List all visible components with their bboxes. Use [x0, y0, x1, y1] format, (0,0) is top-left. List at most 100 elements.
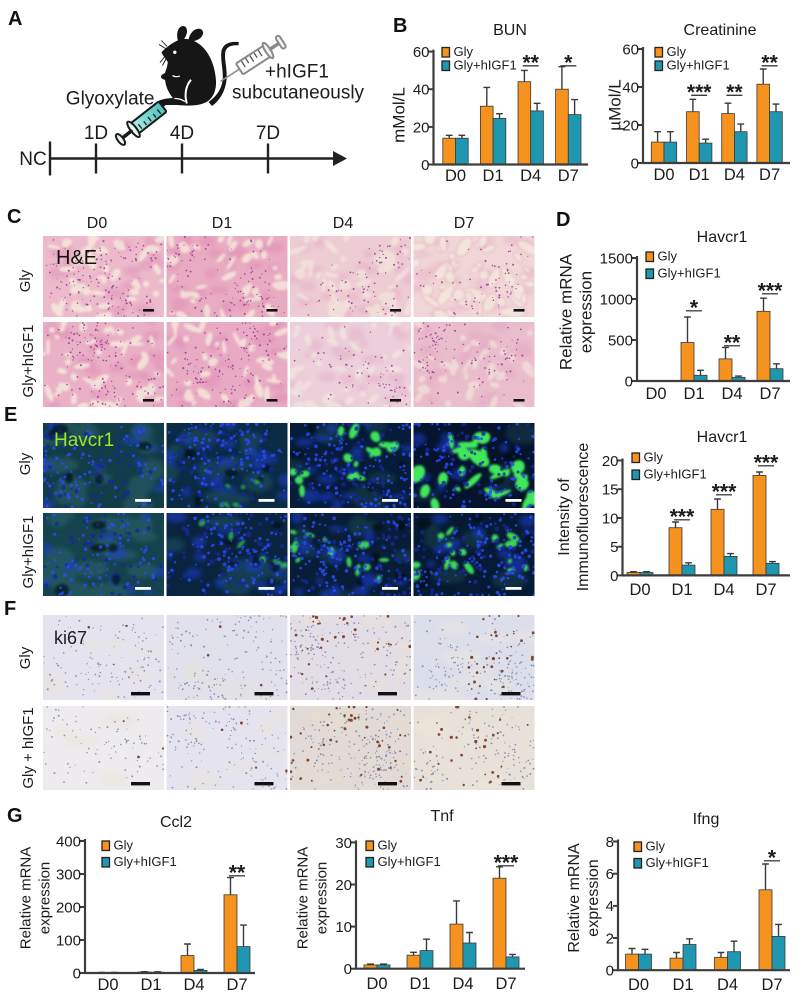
svg-text:expression: expression	[36, 862, 53, 935]
svg-text:60: 60	[413, 44, 430, 61]
svg-text:Gly: Gly	[644, 450, 664, 465]
svg-text:Gly: Gly	[17, 269, 34, 292]
svg-text:D0: D0	[628, 976, 649, 994]
svg-text:20: 20	[622, 117, 639, 134]
svg-text:40: 40	[622, 79, 639, 96]
svg-text:Relative mRNA: Relative mRNA	[556, 253, 575, 370]
svg-text:20: 20	[335, 877, 352, 894]
svg-text:Gly + hIGF1: Gly + hIGF1	[20, 707, 37, 788]
svg-text:0: 0	[631, 155, 639, 172]
svg-text:D4: D4	[183, 976, 204, 994]
svg-text:Gly: Gly	[646, 839, 666, 854]
svg-text:Intensity of: Intensity of	[556, 478, 573, 556]
svg-text:Creatinine: Creatinine	[684, 22, 757, 39]
svg-text:200: 200	[56, 899, 81, 916]
svg-text:Gly+hIGF1: Gly+hIGF1	[20, 516, 37, 589]
svg-text:***: ***	[758, 280, 783, 303]
svg-text:D1: D1	[683, 385, 704, 403]
svg-text:D4: D4	[724, 166, 745, 184]
svg-text:NC: NC	[19, 149, 46, 170]
svg-text:10: 10	[335, 919, 352, 936]
svg-text:0: 0	[421, 157, 429, 174]
svg-text:Relative mRNA: Relative mRNA	[17, 847, 34, 950]
svg-text:D7: D7	[454, 215, 475, 232]
svg-text:500: 500	[608, 332, 633, 349]
svg-text:Gly+hIGF1: Gly+hIGF1	[20, 325, 37, 398]
svg-text:Gly+hIGF1: Gly+hIGF1	[114, 854, 177, 869]
svg-text:D0: D0	[653, 166, 674, 184]
svg-text:D1: D1	[140, 976, 161, 994]
svg-text:F: F	[4, 598, 16, 620]
svg-text:5: 5	[610, 539, 618, 556]
svg-text:4D: 4D	[170, 123, 194, 144]
svg-text:BUN: BUN	[493, 22, 527, 39]
svg-text:0: 0	[344, 961, 352, 978]
svg-text:1D: 1D	[84, 123, 108, 144]
svg-text:D7: D7	[759, 166, 780, 184]
svg-text:**: **	[523, 52, 540, 75]
svg-text:4: 4	[606, 898, 614, 915]
svg-text:mMol/L: mMol/L	[389, 87, 408, 143]
svg-text:D1: D1	[483, 167, 504, 185]
svg-text:D1: D1	[671, 581, 692, 599]
svg-text:***: ***	[670, 506, 695, 529]
svg-text:Gly+hIGF1: Gly+hIGF1	[454, 58, 517, 73]
svg-text:D1: D1	[672, 976, 693, 994]
svg-text:D7: D7	[759, 385, 780, 403]
svg-text:10: 10	[602, 510, 619, 527]
svg-text:**: **	[726, 81, 743, 104]
svg-text:Gly: Gly	[114, 838, 134, 853]
svg-text:D0: D0	[645, 385, 666, 403]
svg-text:***: ***	[494, 852, 519, 875]
svg-text:G: G	[7, 805, 23, 827]
svg-text:*: *	[564, 52, 573, 75]
svg-text:Gly+hIGF1: Gly+hIGF1	[667, 58, 730, 73]
svg-text:D4: D4	[520, 167, 541, 185]
svg-text:100: 100	[56, 932, 81, 949]
svg-text:Ifng: Ifng	[693, 811, 720, 828]
svg-text:**: **	[761, 52, 778, 75]
svg-text:8: 8	[606, 834, 614, 851]
svg-text:D7: D7	[226, 976, 247, 994]
svg-text:Relative mRNA: Relative mRNA	[294, 847, 311, 950]
svg-text:D1: D1	[689, 166, 710, 184]
svg-text:0: 0	[73, 965, 81, 982]
svg-text:Gly: Gly	[17, 646, 34, 669]
svg-text:Immunofluorescence: Immunofluorescence	[575, 443, 592, 592]
svg-text:D1: D1	[409, 975, 430, 993]
svg-text:D7: D7	[495, 975, 516, 993]
svg-text:Relative mRNA: Relative mRNA	[566, 843, 583, 953]
svg-text:60: 60	[622, 41, 639, 58]
svg-text:300: 300	[56, 866, 81, 883]
svg-text:D: D	[556, 209, 570, 231]
svg-text:D0: D0	[445, 167, 466, 185]
svg-text:µMol/L: µMol/L	[605, 79, 624, 130]
svg-text:D0: D0	[629, 581, 650, 599]
svg-text:ki67: ki67	[54, 628, 87, 648]
svg-text:*: *	[690, 297, 699, 320]
svg-text:subcutaneously: subcutaneously	[232, 83, 365, 104]
svg-text:A: A	[8, 8, 22, 30]
svg-text:Gly: Gly	[17, 452, 34, 475]
svg-text:40: 40	[413, 82, 430, 99]
svg-text:Havcr1: Havcr1	[697, 429, 748, 446]
svg-text:expression: expression	[313, 862, 330, 935]
svg-text:**: **	[724, 332, 741, 355]
svg-text:7D: 7D	[256, 123, 280, 144]
svg-text:2: 2	[606, 930, 614, 947]
svg-text:D1: D1	[212, 215, 233, 232]
svg-text:***: ***	[687, 81, 712, 104]
svg-text:Gly+hIGF1: Gly+hIGF1	[644, 467, 707, 482]
svg-text:D4: D4	[717, 976, 738, 994]
svg-text:***: ***	[754, 452, 779, 475]
svg-text:Gly+hIGF1: Gly+hIGF1	[378, 854, 441, 869]
svg-text:D7: D7	[761, 976, 782, 994]
svg-text:20: 20	[413, 119, 430, 136]
svg-text:expression: expression	[576, 271, 595, 353]
svg-text:expression: expression	[585, 859, 602, 936]
svg-text:**: **	[229, 862, 246, 885]
svg-text:30: 30	[335, 835, 352, 852]
svg-text:D0: D0	[366, 975, 387, 993]
svg-text:D0: D0	[87, 215, 108, 232]
svg-text:D4: D4	[713, 581, 734, 599]
